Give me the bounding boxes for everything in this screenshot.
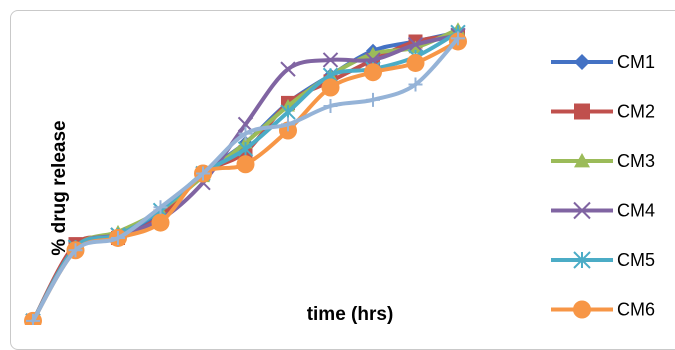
legend-item-cm3: CM3 bbox=[551, 151, 655, 171]
legend-item-cm4: CM4 bbox=[551, 201, 655, 221]
series-unlabeled bbox=[26, 31, 465, 325]
legend: CM1 CM2 CM3 CM4 CM5 CM6 bbox=[551, 52, 655, 320]
legend-marker bbox=[574, 103, 590, 120]
legend-item-cm1: CM1 bbox=[551, 52, 655, 72]
data-point bbox=[236, 155, 255, 174]
data-point bbox=[238, 126, 253, 141]
series-cm6 bbox=[24, 32, 467, 325]
series-cm1 bbox=[26, 25, 465, 325]
data-point bbox=[196, 166, 210, 181]
y-axis-title: % drug release bbox=[49, 120, 70, 255]
data-point bbox=[407, 36, 424, 53]
data-point bbox=[406, 53, 425, 72]
legend-marker bbox=[573, 251, 591, 269]
legend-marker bbox=[574, 54, 590, 70]
data-point bbox=[280, 61, 296, 77]
line-chart: % drug release time (hrs) CM1CM2CM3CM4CM… bbox=[24, 22, 655, 325]
series-cm2 bbox=[26, 28, 465, 325]
data-point bbox=[237, 141, 254, 157]
legend-label: CM4 bbox=[617, 201, 655, 221]
x-axis-title: time (hrs) bbox=[307, 304, 394, 325]
legend-marker bbox=[573, 201, 591, 220]
data-point bbox=[68, 243, 83, 258]
data-point bbox=[323, 98, 338, 113]
legend-item-cm6: CM6 bbox=[551, 300, 655, 320]
data-point bbox=[237, 116, 254, 133]
legend-marker bbox=[573, 300, 591, 319]
series-line bbox=[31, 30, 460, 323]
series-line bbox=[31, 33, 460, 323]
plot-area bbox=[24, 22, 467, 325]
data-point bbox=[26, 313, 40, 325]
data-point bbox=[280, 104, 296, 120]
series-line bbox=[31, 33, 460, 323]
legend-item-cm2: CM2 bbox=[551, 102, 655, 122]
data-point bbox=[364, 63, 382, 82]
legend-item-cm5: CM5 bbox=[551, 250, 655, 270]
legend-label: CM3 bbox=[617, 151, 655, 171]
data-point bbox=[366, 92, 380, 107]
data-point bbox=[281, 117, 295, 132]
data-point bbox=[321, 78, 340, 97]
data-point bbox=[451, 31, 465, 46]
legend-label: CM5 bbox=[617, 250, 655, 270]
legend-marker bbox=[574, 153, 590, 168]
series-line bbox=[31, 36, 460, 323]
series-line bbox=[31, 30, 460, 323]
series-cm4 bbox=[25, 27, 466, 325]
data-point bbox=[111, 230, 125, 245]
legend-label: CM1 bbox=[617, 52, 655, 72]
data-point bbox=[408, 40, 423, 54]
data-point bbox=[408, 77, 423, 92]
data-point bbox=[322, 52, 339, 68]
legend-label: CM6 bbox=[617, 300, 655, 320]
series-cm5 bbox=[25, 24, 466, 325]
data-point bbox=[153, 200, 168, 215]
series-line bbox=[31, 39, 460, 323]
series-line bbox=[31, 27, 460, 323]
legend-label: CM2 bbox=[617, 102, 655, 122]
data-point bbox=[151, 213, 170, 232]
